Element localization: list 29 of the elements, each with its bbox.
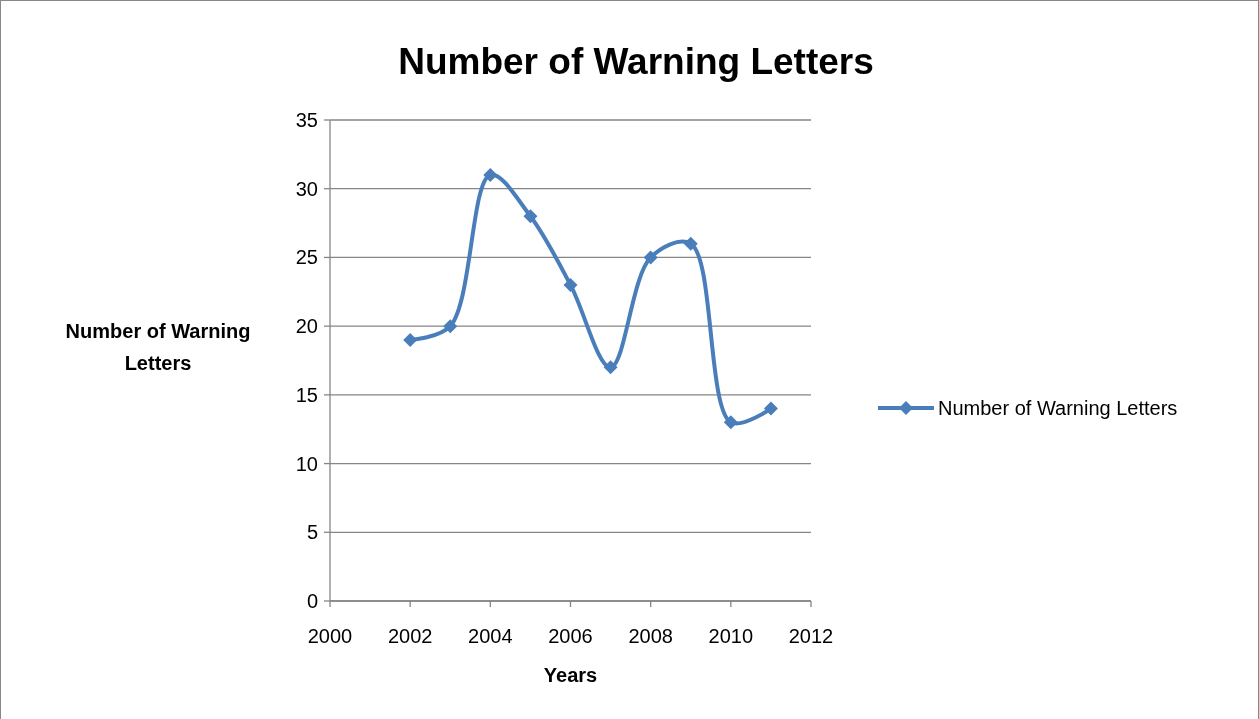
y-tick-label: 25 <box>295 246 318 269</box>
x-tick-label: 2002 <box>387 625 433 647</box>
point <box>643 250 658 265</box>
y-tick-label: 0 <box>306 590 318 612</box>
y-tick-label: 20 <box>295 315 318 338</box>
y-tick-label: 30 <box>295 177 318 200</box>
x-tick-label: 2008 <box>628 625 673 647</box>
y-tick-label: 10 <box>295 452 318 475</box>
chart-title: Number of Warning Letters <box>398 41 874 82</box>
point <box>523 209 538 224</box>
point <box>403 332 418 347</box>
x-tick-label: 2010 <box>708 625 754 647</box>
x-axis-title: Years <box>543 664 598 686</box>
point <box>603 360 618 375</box>
x-tick-label: 2012 <box>788 625 834 647</box>
point <box>563 277 578 292</box>
y-tick-label: 15 <box>295 383 318 406</box>
point <box>683 236 698 251</box>
point <box>443 319 458 334</box>
y-axis-title: Number of Warning Letters <box>65 320 251 374</box>
x-tick-label: 2004 <box>468 625 513 647</box>
legend-label: Number of Warning Letters <box>938 397 1178 419</box>
point <box>763 401 778 416</box>
x-tick-label: 2000 <box>307 625 353 647</box>
point <box>483 167 498 182</box>
y-tick-label: 35 <box>295 109 318 131</box>
y-tick-label: 5 <box>306 521 318 544</box>
x-tick-label: 2006 <box>548 625 593 647</box>
point <box>723 415 738 430</box>
